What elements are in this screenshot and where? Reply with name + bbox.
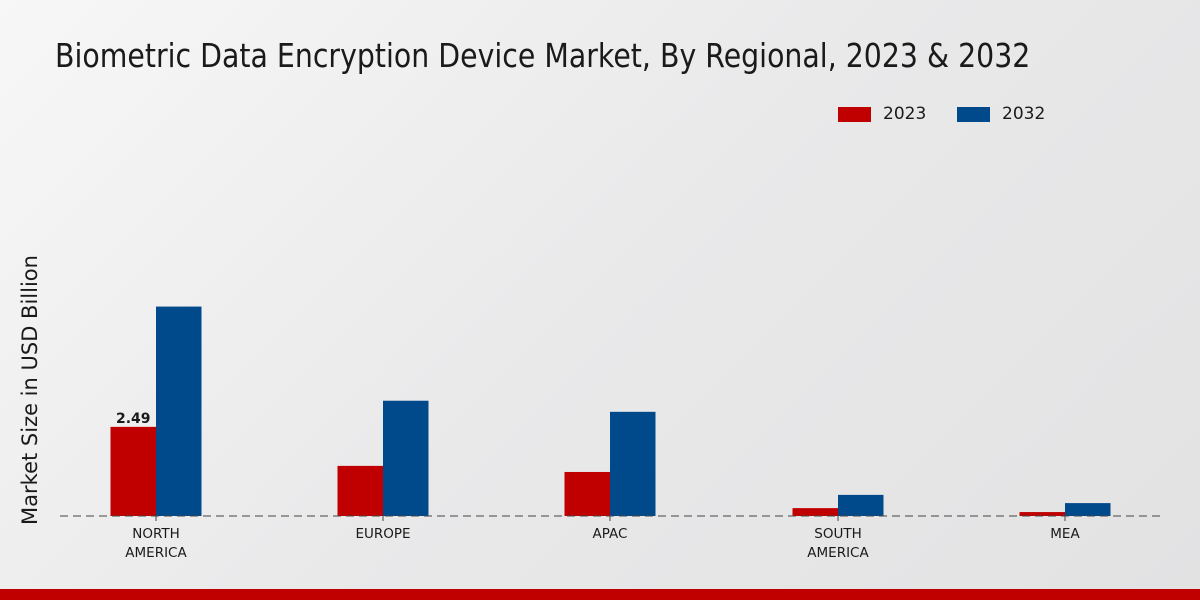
bar-2032-3 <box>838 494 884 516</box>
bar-2032-2 <box>610 411 656 516</box>
bar-2032-0 <box>156 306 202 516</box>
bar-2032-1 <box>383 400 429 516</box>
x-tick-label: AMERICA <box>807 545 869 561</box>
legend-swatch <box>957 106 990 122</box>
legend-label: 2023 <box>883 104 927 124</box>
legend-label: 2032 <box>1002 104 1046 124</box>
x-tick-label: AMERICA <box>125 545 187 561</box>
bar-2023-2 <box>564 471 610 516</box>
legend-item-2032: 2032 <box>957 104 1045 124</box>
x-tick-label: MEA <box>1050 526 1080 542</box>
bar-2023-4 <box>1019 512 1065 516</box>
bar-2032-4 <box>1065 503 1111 516</box>
x-tick-label: EUROPE <box>355 526 410 542</box>
data-label: 2.49 <box>116 411 151 427</box>
chart-title: Biometric Data Encryption Device Market,… <box>55 36 1031 75</box>
bar-2023-3 <box>792 508 838 516</box>
legend-item-2023: 2023 <box>838 104 926 124</box>
x-tick-label: NORTH <box>132 526 180 542</box>
footer-bar <box>0 589 1200 600</box>
bar-2023-1 <box>337 465 383 516</box>
x-tick-label: APAC <box>593 526 628 542</box>
legend-swatch <box>838 106 871 122</box>
bar-2023-0 <box>110 426 156 516</box>
x-tick-label: SOUTH <box>814 526 861 542</box>
